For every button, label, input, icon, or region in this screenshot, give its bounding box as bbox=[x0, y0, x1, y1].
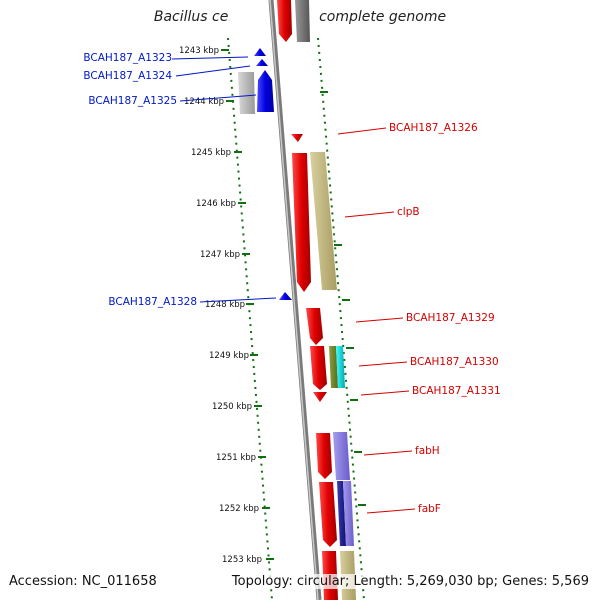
tick-label: 1252 kbp bbox=[219, 504, 259, 514]
gene-label-bcah187-a1325[interactable]: BCAH187_A1325 bbox=[88, 95, 177, 107]
gene-arrow-reverse bbox=[292, 153, 311, 292]
tick-label: 1246 kbp bbox=[196, 199, 236, 209]
genome-backbone-highlight bbox=[269, 0, 319, 600]
genome-backbone bbox=[268, 0, 322, 600]
gene-label-bcah187-a1326[interactable]: BCAH187_A1326 bbox=[389, 122, 478, 134]
cog-block bbox=[329, 346, 338, 388]
accession-text: Accession: NC_011658 bbox=[9, 574, 157, 589]
label-leader-line bbox=[355, 317, 404, 323]
tick-label: 1247 kbp bbox=[200, 250, 240, 260]
tick-label: 1249 kbp bbox=[209, 351, 249, 361]
gene-arrow-forward bbox=[256, 59, 268, 66]
tick-label: 1250 kbp bbox=[212, 402, 252, 412]
gene-arrow-forward bbox=[257, 70, 274, 112]
cog-block bbox=[310, 152, 337, 290]
outer-track-dotted-line bbox=[227, 37, 273, 600]
gene-arrow-forward bbox=[279, 292, 292, 300]
gene-arrow-reverse bbox=[306, 308, 323, 345]
gene-label-bcah187-a1331[interactable]: BCAH187_A1331 bbox=[412, 385, 501, 397]
label-leader-line bbox=[175, 65, 251, 77]
label-leader-line bbox=[360, 390, 410, 396]
gene-label-bcah187-a1329[interactable]: BCAH187_A1329 bbox=[406, 312, 495, 324]
tick-label: 1243 kbp bbox=[179, 46, 219, 56]
tick-label: 1244 kbp bbox=[184, 97, 224, 107]
gene-arrow-reverse bbox=[316, 433, 332, 479]
gene-label-bcah187-a1323[interactable]: BCAH187_A1323 bbox=[83, 52, 172, 64]
label-leader-line bbox=[344, 211, 395, 218]
label-leader-line bbox=[337, 127, 387, 135]
cog-block bbox=[333, 432, 350, 480]
label-leader-line bbox=[199, 297, 277, 303]
gene-arrow-forward bbox=[254, 48, 266, 56]
gene-arrow-reverse bbox=[313, 392, 327, 402]
gene-label-bcah187-a1328[interactable]: BCAH187_A1328 bbox=[108, 296, 197, 308]
label-leader-line bbox=[358, 361, 408, 367]
gene-label-clpb[interactable]: clpB bbox=[397, 206, 420, 218]
gene-label-bcah187-a1330[interactable]: BCAH187_A1330 bbox=[410, 356, 499, 368]
label-leader-line bbox=[171, 56, 249, 60]
gene-label-bcah187-a1324[interactable]: BCAH187_A1324 bbox=[83, 70, 172, 82]
gene-label-fabh[interactable]: fabH bbox=[415, 445, 440, 457]
cog-block bbox=[343, 481, 354, 546]
label-leader-line bbox=[179, 94, 257, 102]
tick-label: 1253 kbp bbox=[222, 555, 262, 565]
inner-track-dotted-line bbox=[317, 37, 365, 600]
label-leader-line bbox=[366, 508, 416, 514]
gene-label-fabf[interactable]: fabF bbox=[418, 503, 441, 515]
cog-block bbox=[295, 0, 310, 42]
tick-label: 1251 kbp bbox=[216, 453, 256, 463]
gene-arrow-reverse bbox=[277, 0, 292, 42]
tick-label: 1245 kbp bbox=[191, 148, 231, 158]
cog-block bbox=[336, 346, 345, 388]
cog-block bbox=[238, 72, 255, 114]
gene-arrow-reverse bbox=[319, 482, 337, 547]
label-leader-line bbox=[363, 450, 413, 456]
gene-arrow-reverse bbox=[291, 134, 303, 142]
genome-summary-text: Topology: circular; Length: 5,269,030 bp… bbox=[231, 574, 589, 589]
tick-label: 1248 kbp bbox=[205, 300, 245, 310]
gene-arrow-reverse bbox=[310, 346, 327, 390]
scale-ticks bbox=[221, 49, 366, 560]
